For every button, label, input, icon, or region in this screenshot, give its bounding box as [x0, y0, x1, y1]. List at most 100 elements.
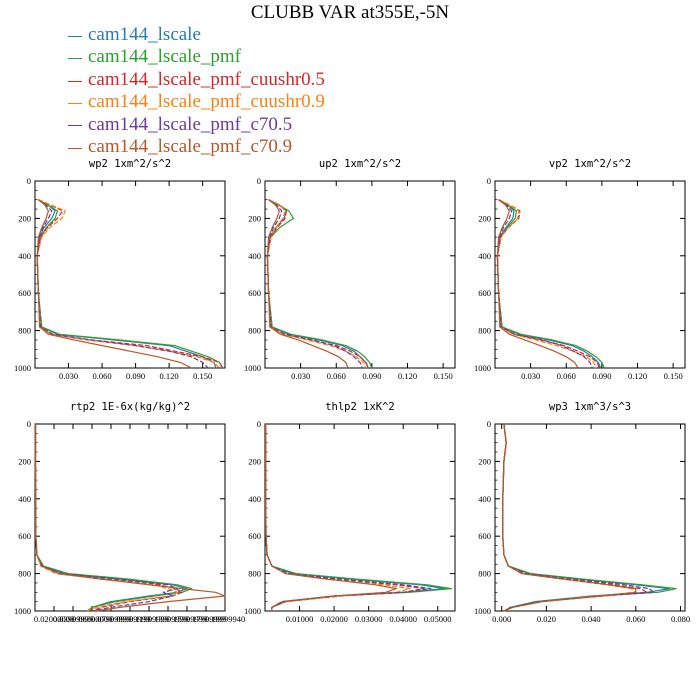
- x-tick-label: 0.150: [193, 371, 212, 381]
- y-tick-label: 800: [248, 569, 261, 579]
- series-line: [502, 423, 637, 612]
- y-tick-label: 400: [478, 251, 491, 261]
- y-tick-label: 1000: [14, 606, 31, 616]
- chart-panel: thlp2 1xK^2 0 200 400 600 800 1000 0.01000 0.020…: [244, 401, 456, 624]
- y-tick-label: 400: [478, 494, 491, 504]
- x-tick-label: 0.05000: [424, 614, 452, 624]
- x-tick-label: 0.11999999: [129, 614, 169, 624]
- y-tick-label: 600: [478, 288, 491, 298]
- x-tick-label: 0.120: [160, 371, 179, 381]
- legend-label: cam144_lscale_pmf_cuushr0.9: [88, 91, 325, 113]
- x-tick-label: 0.07999999: [91, 614, 131, 624]
- legend-item: cam144_lscale_pmf_cuushr0.5: [68, 69, 325, 91]
- x-tick-label: 0.06000000: [72, 614, 112, 624]
- x-tick-label: 0.15999999: [167, 614, 207, 624]
- y-tick-label: 800: [18, 569, 31, 579]
- y-tick-label: 200: [478, 213, 491, 223]
- y-tick-label: 800: [248, 326, 261, 336]
- y-tick-label: 1000: [474, 606, 491, 616]
- series-line: [36, 199, 217, 369]
- series-line: [36, 199, 224, 369]
- x-tick-label: 0.030: [59, 371, 78, 381]
- series-line: [36, 199, 192, 369]
- chart-panel: vp2 1xm^2/s^2 0 200 400 600 800 1000 0.030 0.060…: [474, 158, 686, 381]
- y-tick-label: 800: [18, 326, 31, 336]
- x-tick-label: 0.000: [492, 614, 511, 624]
- x-tick-label: 0.09999999: [110, 614, 150, 624]
- x-tick-label: 0.01000: [286, 614, 314, 624]
- y-tick-label: 400: [18, 251, 31, 261]
- legend-label: cam144_lscale: [88, 24, 201, 45]
- y-tick-label: 600: [18, 531, 31, 541]
- y-tick-label: 800: [478, 569, 491, 579]
- y-tick-label: 1000: [244, 606, 261, 616]
- x-tick-label: 0.150: [664, 371, 683, 381]
- x-tick-label: 0.120: [398, 371, 417, 381]
- x-tick-label: 0.150: [434, 371, 453, 381]
- legend-item: cam144_lscale: [68, 24, 325, 46]
- y-tick-label: 1000: [244, 363, 261, 373]
- x-tick-label: 0.02000: [320, 614, 348, 624]
- legend-swatch: [68, 80, 82, 82]
- y-tick-label: 200: [248, 213, 261, 223]
- series-line: [266, 199, 369, 369]
- y-tick-label: 200: [248, 456, 261, 466]
- series-line: [36, 199, 224, 369]
- legend: cam144_lscale cam144_lscale_pmf cam144_lsc…: [68, 24, 325, 158]
- panel-title: wp2 1xm^2/s^2: [89, 158, 171, 170]
- legend-item: cam144_lscale_pmf: [68, 46, 325, 68]
- legend-swatch: [68, 102, 82, 104]
- y-tick-label: 400: [248, 494, 261, 504]
- x-tick-label: 0.060: [327, 371, 346, 381]
- legend-item: cam144_lscale_pmf_cuushr0.9: [68, 91, 325, 113]
- series-line: [34, 424, 226, 612]
- legend-label: cam144_lscale_pmf_cuushr0.5: [88, 68, 325, 90]
- panel-title: vp2 1xm^2/s^2: [549, 158, 631, 170]
- y-tick-label: 0: [27, 419, 31, 429]
- series-line: [36, 199, 220, 369]
- y-tick-label: 0: [487, 176, 491, 186]
- panel-title: rtp2 1E-6x(kg/kg)^2: [70, 401, 190, 413]
- x-tick-label: 0.090: [592, 371, 611, 381]
- y-tick-label: 600: [248, 288, 261, 298]
- series-line: [502, 423, 655, 612]
- y-tick-label: 200: [18, 456, 31, 466]
- y-tick-label: 600: [248, 531, 261, 541]
- legend-item: cam144_lscale_pmf_c70.5: [68, 114, 325, 136]
- x-tick-label: 0.03999999: [53, 614, 93, 624]
- x-tick-label: 0.060: [626, 614, 645, 624]
- series-line: [265, 424, 397, 611]
- legend-swatch: [68, 125, 82, 127]
- legend-item: cam144_lscale_pmf_c70.9: [68, 136, 325, 158]
- panel-title: thlp2 1xK^2: [325, 401, 395, 413]
- series-line: [502, 423, 671, 612]
- series-line: [266, 199, 349, 369]
- chart-panel: rtp2 1E-6x(kg/kg)^2 0 200 400 600 800 10000.02…: [14, 401, 245, 624]
- y-tick-label: 0: [27, 176, 31, 186]
- y-tick-label: 600: [18, 288, 31, 298]
- x-tick-label: 0.020: [537, 614, 556, 624]
- plot-frame: [264, 180, 456, 369]
- legend-label: cam144_lscale_pmf_c70.5: [88, 113, 293, 135]
- x-tick-label: 0.090: [126, 371, 145, 381]
- x-tick-label: 0.03000: [355, 614, 383, 624]
- series-line: [496, 199, 579, 369]
- y-tick-label: 800: [478, 326, 491, 336]
- legend-swatch: [68, 147, 82, 149]
- x-tick-label: 0.04000: [389, 614, 417, 624]
- y-tick-label: 1000: [14, 363, 31, 373]
- series-line: [266, 199, 367, 369]
- legend-swatch: [68, 35, 82, 37]
- chart-panel: wp2 1xm^2/s^2 0 200 400 600 800 1000 0.030 0.060…: [14, 158, 226, 381]
- x-tick-label: 0.13999999: [148, 614, 188, 624]
- y-tick-label: 0: [257, 176, 261, 186]
- y-tick-label: 600: [478, 531, 491, 541]
- x-tick-label: 0.090: [362, 371, 381, 381]
- y-tick-label: 200: [18, 213, 31, 223]
- series-line: [496, 199, 602, 369]
- y-tick-label: 1000: [474, 363, 491, 373]
- y-tick-label: 0: [257, 419, 261, 429]
- y-tick-label: 400: [18, 494, 31, 504]
- x-tick-label: 0.030: [291, 371, 310, 381]
